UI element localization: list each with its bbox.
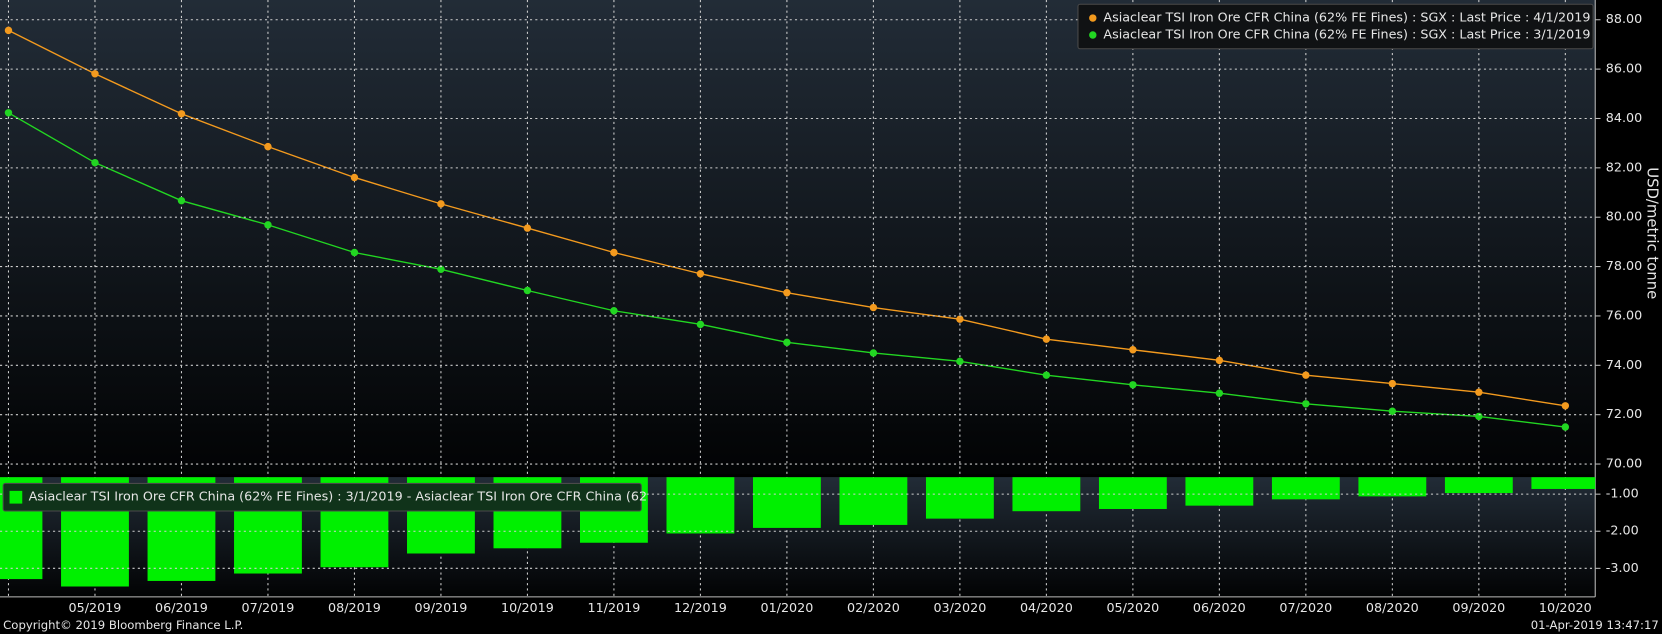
data-point (696, 270, 705, 278)
x-tick-label: 05/2020 (1106, 600, 1159, 615)
x-tick-label: 09/2020 (1452, 600, 1505, 615)
bar (752, 477, 821, 528)
timestamp: 01-Apr-2019 13:47:17 (1531, 618, 1659, 632)
x-tick-label: 06/2019 (155, 600, 208, 615)
data-point (177, 110, 186, 118)
legend-box (2, 482, 642, 512)
bar (1098, 477, 1167, 509)
data-point (4, 109, 13, 117)
x-tick-label: 12/2019 (674, 600, 727, 615)
legend-marker (9, 490, 23, 504)
data-point (4, 26, 13, 35)
y-tick-label: 86.00 (1606, 61, 1642, 76)
x-tick-label: 05/2019 (69, 600, 122, 615)
data-point (1561, 423, 1570, 431)
x-tick-label: 07/2020 (1279, 600, 1332, 615)
copyright: Copyright© 2019 Bloomberg Finance L.P. (3, 618, 243, 632)
data-point (1215, 356, 1224, 365)
y-tick-label: 82.00 (1606, 159, 1642, 174)
y-tick-label: 76.00 (1606, 307, 1642, 322)
data-point (350, 173, 359, 182)
bar (1012, 477, 1081, 512)
x-tick-label: 07/2019 (242, 600, 295, 615)
data-point (264, 221, 272, 229)
data-point (1129, 381, 1137, 389)
data-point (177, 196, 186, 205)
x-tick-label: 08/2020 (1366, 600, 1419, 615)
legend-label: Asiaclear TSI Iron Ore CFR China (62% FE… (1103, 26, 1590, 41)
bar (1271, 477, 1340, 500)
data-point (1215, 389, 1224, 397)
y-tick-label: 72.00 (1606, 406, 1642, 421)
data-point (523, 286, 532, 295)
y-tick-label: 88.00 (1606, 11, 1642, 26)
data-point (869, 303, 878, 312)
bar (666, 477, 735, 534)
data-point (264, 142, 272, 151)
y-tick-label: 84.00 (1606, 110, 1642, 125)
legend-label: Asiaclear TSI Iron Ore CFR China (62% FE… (29, 489, 647, 504)
top-panel (0, 0, 1596, 474)
data-point (350, 248, 359, 257)
data-point (696, 320, 705, 329)
data-point (869, 349, 878, 357)
bar (1358, 477, 1427, 497)
data-point (1475, 412, 1483, 421)
bar (1444, 477, 1513, 494)
y-tick-label: 78.00 (1606, 258, 1642, 273)
legend-marker (1089, 31, 1097, 39)
data-point (610, 307, 618, 315)
y-tick-label: -2.00 (1606, 523, 1639, 538)
y-axis-label: USD/metric tonne (1643, 167, 1660, 299)
data-point (1302, 400, 1310, 408)
x-tick-label: 10/2020 (1539, 600, 1592, 615)
bar (839, 477, 908, 525)
x-tick-label: 03/2020 (933, 600, 986, 615)
data-point (437, 265, 445, 274)
x-tick-label: 09/2019 (415, 600, 468, 615)
y-tick-label: 80.00 (1606, 209, 1642, 224)
x-tick-label: 01/2020 (760, 600, 813, 615)
x-tick-label: 11/2019 (588, 600, 641, 615)
data-point (956, 357, 964, 366)
bar (925, 477, 994, 519)
data-point (610, 248, 618, 257)
bar (1185, 477, 1254, 506)
data-point (1042, 335, 1051, 343)
data-point (1475, 388, 1483, 396)
data-point (437, 200, 445, 208)
x-tick-label: 10/2019 (501, 600, 554, 615)
data-point (783, 338, 791, 347)
data-point (1561, 402, 1570, 410)
x-tick-label: 02/2020 (847, 600, 900, 615)
data-point (523, 224, 532, 232)
data-point (783, 289, 791, 297)
bar (1531, 477, 1596, 489)
legend-label: Asiaclear TSI Iron Ore CFR China (62% FE… (1103, 10, 1590, 25)
data-point (1388, 407, 1397, 415)
legend-box (1077, 3, 1594, 50)
data-point (1388, 379, 1397, 388)
x-tick-label: 08/2019 (328, 600, 381, 615)
data-point (91, 70, 99, 78)
data-point (1042, 371, 1051, 379)
y-tick-label: 70.00 (1606, 456, 1642, 471)
data-point (91, 158, 99, 167)
x-tick-label: 06/2020 (1193, 600, 1246, 615)
y-tick-label: -1.00 (1606, 486, 1639, 501)
plot-area (4, 26, 1570, 431)
legend-marker (1089, 14, 1097, 22)
data-point (1302, 371, 1310, 379)
y-tick-label: -3.00 (1606, 560, 1639, 575)
y-tick-label: 74.00 (1606, 357, 1642, 372)
data-point (956, 315, 964, 323)
data-point (1129, 346, 1137, 354)
x-tick-label: 04/2020 (1020, 600, 1073, 615)
